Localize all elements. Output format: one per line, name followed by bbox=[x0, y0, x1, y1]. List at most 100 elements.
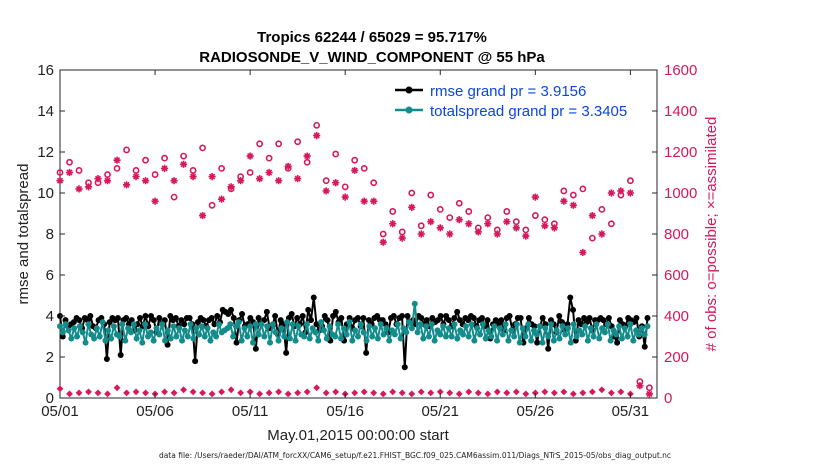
possible-point bbox=[313, 121, 321, 129]
rmse-point bbox=[150, 317, 157, 324]
totalspread-point bbox=[579, 331, 586, 338]
totalspread-point bbox=[249, 339, 256, 346]
totalspread-point bbox=[638, 325, 645, 332]
assimilated-point bbox=[626, 189, 634, 197]
totalspread-point bbox=[170, 323, 177, 330]
totalspread-point bbox=[550, 337, 557, 344]
totalspread-point bbox=[326, 323, 333, 330]
possible-point bbox=[294, 138, 302, 146]
assimilated-point bbox=[617, 187, 625, 195]
assimilated-point bbox=[598, 230, 606, 238]
assimilated-point bbox=[179, 160, 188, 168]
assimilated-bottom-point bbox=[303, 388, 311, 396]
rmse-point bbox=[200, 317, 207, 324]
possible-point bbox=[265, 154, 273, 162]
totalspread-point bbox=[127, 329, 134, 336]
assimilated-point bbox=[360, 197, 368, 205]
totalspread-point bbox=[167, 335, 174, 342]
totalspread-point bbox=[68, 335, 75, 342]
totalspread-point bbox=[533, 331, 540, 338]
totalspread-point bbox=[502, 321, 509, 328]
assimilated-point bbox=[208, 173, 216, 181]
totalspread-point bbox=[423, 323, 430, 330]
totalspread-point bbox=[403, 329, 410, 336]
totalspread-point bbox=[295, 323, 302, 330]
possible-point bbox=[189, 167, 197, 174]
y-tick-label-left: 0 bbox=[46, 390, 54, 407]
rmse-point bbox=[484, 317, 491, 324]
totalspread-point bbox=[238, 337, 245, 344]
totalspread-point bbox=[425, 333, 432, 340]
assimilated-bottom-point bbox=[104, 390, 111, 398]
assimilated-point bbox=[645, 390, 653, 398]
possible-point bbox=[569, 191, 577, 199]
y-tick-label-right: 0 bbox=[664, 390, 672, 407]
legend-rmse-marker bbox=[405, 86, 413, 94]
totalspread-point bbox=[428, 321, 435, 328]
totalspread-point bbox=[485, 327, 492, 334]
totalspread-point bbox=[607, 337, 614, 344]
totalspread-point bbox=[289, 321, 296, 328]
assimilated-point bbox=[122, 181, 131, 189]
assimilated-bottom-point bbox=[465, 388, 473, 396]
totalspread-point bbox=[565, 325, 572, 332]
assimilated-point bbox=[389, 220, 397, 228]
totalspread-point bbox=[513, 321, 520, 328]
assimilated-point bbox=[256, 175, 264, 183]
assimilated-point bbox=[160, 164, 169, 172]
assimilated-point bbox=[417, 230, 425, 238]
assimilated-bottom-point bbox=[170, 389, 178, 397]
totalspread-point bbox=[215, 321, 222, 328]
totalspread-point bbox=[383, 325, 390, 332]
rmse-point bbox=[338, 315, 345, 322]
rmse-point bbox=[633, 315, 640, 322]
assimilated-bottom-point bbox=[94, 389, 102, 397]
rmse-point bbox=[114, 315, 121, 322]
assimilated-bottom-point bbox=[493, 388, 501, 396]
totalspread-point bbox=[488, 333, 495, 340]
rmse-point bbox=[363, 349, 370, 356]
rmse-point bbox=[534, 339, 541, 346]
totalspread-point bbox=[315, 337, 322, 344]
possible-point bbox=[427, 191, 435, 199]
rmse-point bbox=[539, 315, 546, 322]
totalspread-point bbox=[241, 325, 248, 332]
assimilated-point bbox=[170, 177, 178, 185]
totalspread-point bbox=[261, 333, 268, 340]
totalspread-point bbox=[147, 329, 154, 336]
assimilated-point bbox=[313, 132, 321, 140]
totalspread-point bbox=[584, 337, 591, 344]
rmse-point bbox=[230, 315, 237, 322]
y-tick-label-left: 10 bbox=[37, 185, 54, 202]
totalspread-point bbox=[85, 321, 92, 328]
totalspread-point bbox=[567, 339, 574, 346]
rmse-point bbox=[263, 308, 270, 315]
totalspread-point bbox=[139, 339, 146, 346]
totalspread-point bbox=[431, 337, 438, 344]
totalspread-point bbox=[522, 333, 529, 340]
totalspread-point bbox=[323, 335, 330, 342]
assimilated-bottom-point bbox=[351, 389, 359, 397]
totalspread-point bbox=[590, 333, 597, 340]
y-tick-label-left: 4 bbox=[46, 308, 54, 325]
possible-point bbox=[256, 140, 264, 148]
assimilated-point bbox=[113, 156, 121, 164]
assimilated-point bbox=[474, 228, 482, 236]
totalspread-point bbox=[587, 325, 594, 332]
assimilated-bottom-point bbox=[85, 388, 92, 396]
totalspread-point bbox=[181, 327, 188, 334]
rmse-point bbox=[570, 306, 577, 313]
totalspread-point bbox=[176, 325, 183, 332]
rmse-point bbox=[605, 315, 612, 322]
assimilated-point bbox=[636, 382, 644, 390]
totalspread-point bbox=[454, 335, 461, 342]
assimilated-bottom-point bbox=[113, 384, 121, 392]
totalspread-point bbox=[366, 323, 373, 330]
totalspread-point bbox=[562, 331, 569, 338]
rmse-point bbox=[208, 315, 215, 322]
totalspread-point bbox=[184, 333, 191, 340]
x-tick-label: 05/21 bbox=[421, 403, 459, 420]
assimilated-point bbox=[436, 224, 444, 232]
assimilated-bottom-point bbox=[379, 390, 387, 398]
totalspread-point bbox=[275, 337, 282, 344]
